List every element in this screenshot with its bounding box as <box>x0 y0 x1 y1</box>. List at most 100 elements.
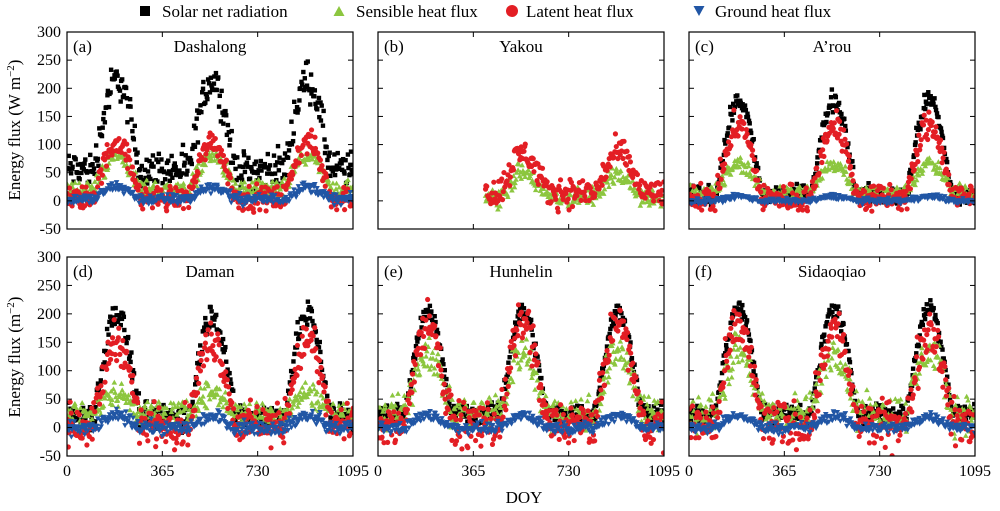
latent-heat-point <box>248 414 254 420</box>
ground-heat-point <box>250 427 257 433</box>
net-radiation-point <box>103 349 109 355</box>
latent-heat-point <box>297 365 304 371</box>
net-radiation-point <box>291 131 296 136</box>
sensible-heat-point <box>611 180 617 186</box>
sensible-heat-point <box>253 400 260 406</box>
sensible-heat-point <box>606 184 612 190</box>
ground-heat-point <box>105 420 111 426</box>
net-radiation-point <box>108 90 113 95</box>
sensible-heat-point <box>617 168 624 174</box>
net-radiation-point <box>316 95 322 101</box>
latent-heat-point <box>174 440 180 446</box>
net-radiation-point <box>208 304 213 310</box>
net-radiation-point <box>258 158 264 164</box>
sensible-heat-point <box>290 401 297 407</box>
sensible-heat-point <box>629 178 636 184</box>
sensible-heat-point <box>232 401 239 407</box>
latent-heat-point <box>904 206 910 212</box>
sensible-heat-point <box>234 407 241 413</box>
net-radiation-point <box>143 175 148 181</box>
sensible-heat-point <box>302 379 309 385</box>
net-radiation-point <box>118 322 123 328</box>
ground-heat-point <box>180 426 186 432</box>
sensible-heat-point <box>127 407 133 413</box>
latent-heat-point <box>186 403 193 409</box>
latent-heat-point <box>199 351 206 357</box>
net-radiation-point <box>123 85 129 91</box>
net-radiation-point <box>343 158 348 163</box>
latent-heat-point <box>569 203 576 210</box>
latent-heat-point <box>918 137 924 143</box>
net-radiation-point <box>325 393 330 399</box>
sensible-heat-point <box>229 411 236 417</box>
latent-heat-point <box>735 133 741 139</box>
latent-heat-point <box>971 188 975 194</box>
net-radiation-point <box>328 415 333 420</box>
sensible-heat-point <box>199 168 206 174</box>
net-radiation-point <box>179 151 185 157</box>
net-radiation-point <box>181 163 187 168</box>
net-radiation-point <box>236 411 242 417</box>
sensible-heat-point <box>155 398 162 404</box>
ground-heat-point <box>256 192 262 198</box>
ground-heat-point <box>148 416 154 422</box>
latent-heat-point <box>544 179 550 185</box>
latent-heat-point <box>341 436 347 442</box>
net-radiation-point <box>218 338 223 343</box>
net-radiation-point <box>191 123 197 128</box>
latent-heat-point <box>725 151 731 157</box>
ground-heat-point <box>94 423 100 429</box>
net-radiation-point <box>340 156 346 162</box>
latent-heat-point <box>929 119 935 125</box>
ground-heat-point <box>188 418 195 424</box>
net-radiation-point <box>327 150 332 155</box>
ground-heat-point <box>236 430 242 436</box>
net-radiation-point <box>799 183 804 189</box>
latent-heat-point <box>506 162 512 168</box>
latent-heat-point <box>548 199 554 205</box>
sensible-heat-point <box>689 187 696 193</box>
latent-heat-point <box>531 169 537 175</box>
ground-heat-point <box>113 180 120 186</box>
net-radiation-point <box>743 107 749 113</box>
net-radiation-point <box>836 100 842 106</box>
ground-heat-point <box>130 189 137 195</box>
ground-heat-point <box>77 430 83 436</box>
net-radiation-point <box>128 104 133 109</box>
net-radiation-point <box>829 87 835 92</box>
sensible-heat-point <box>314 389 320 395</box>
latent-heat-point <box>227 175 234 181</box>
sensible-heat-point <box>273 179 280 185</box>
sensible-heat-point <box>100 403 107 409</box>
latent-heat-point <box>612 131 619 137</box>
latent-heat-point <box>254 404 260 410</box>
net-radiation-point <box>222 347 227 353</box>
latent-heat-point <box>626 153 633 160</box>
sensible-heat-point <box>840 171 847 177</box>
legend-marker-square <box>140 6 150 16</box>
net-radiation-point <box>274 160 280 165</box>
sensible-heat-point <box>576 199 582 205</box>
net-radiation-point <box>850 159 855 164</box>
latent-heat-point <box>603 174 609 180</box>
sensible-heat-point <box>513 176 519 182</box>
ground-heat-point <box>95 196 101 202</box>
legend-item-ground: Ground heat flux <box>693 2 832 21</box>
net-radiation-point <box>794 181 800 187</box>
latent-heat-point <box>193 179 199 185</box>
sensible-heat-point <box>330 400 336 406</box>
net-radiation-point <box>180 171 185 176</box>
net-radiation-point <box>308 102 313 107</box>
net-radiation-point <box>68 171 74 176</box>
net-radiation-point <box>188 158 194 163</box>
latent-heat-point <box>175 188 181 194</box>
net-radiation-point <box>138 174 143 180</box>
latent-heat-point <box>780 183 787 190</box>
net-radiation-point <box>169 153 174 159</box>
net-radiation-point <box>275 143 281 149</box>
sensible-heat-point <box>309 156 316 162</box>
latent-heat-point <box>323 174 330 180</box>
sensible-heat-point <box>208 156 215 162</box>
y-axis-title-top: Energy flux (W m−2) <box>5 60 24 201</box>
